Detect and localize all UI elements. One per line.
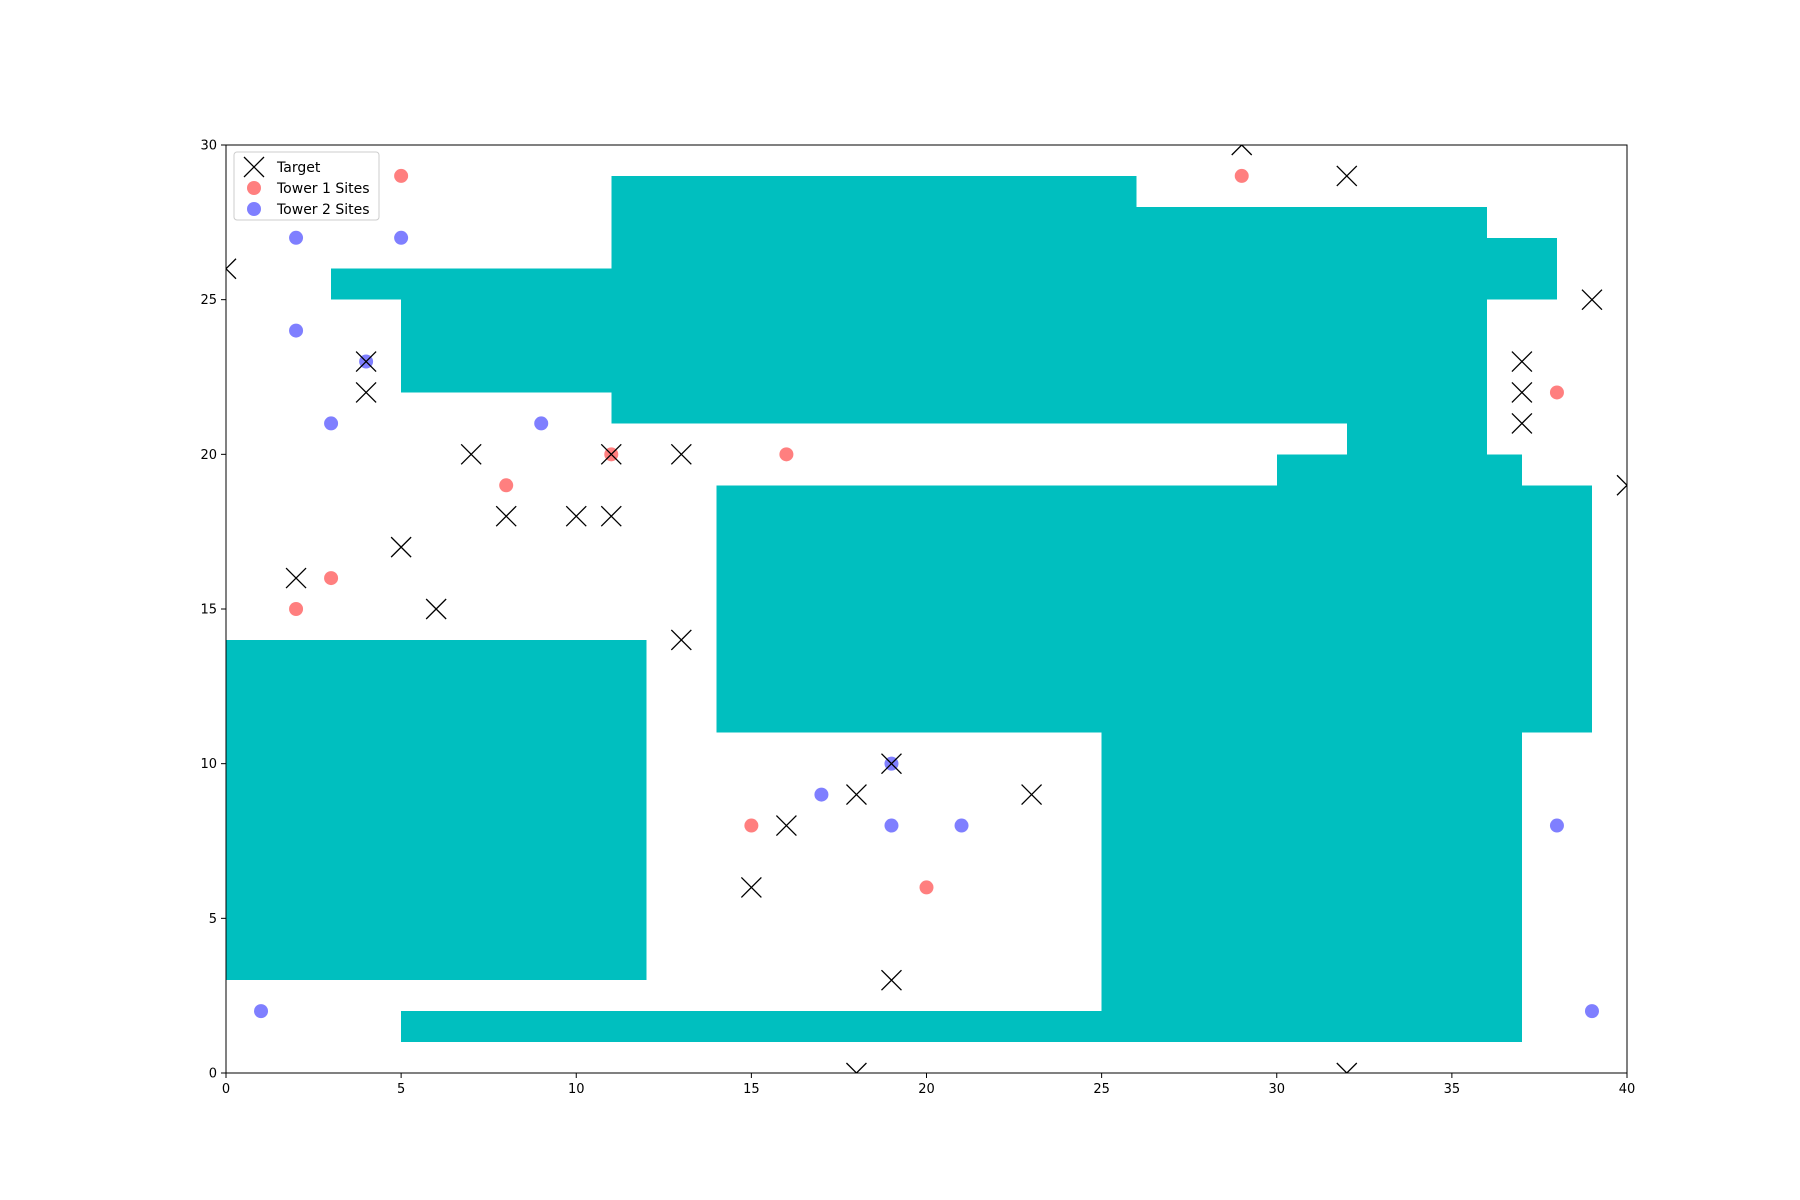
obstacle-block — [401, 1011, 1102, 1043]
target-marker — [600, 443, 622, 465]
obstacle-layer — [226, 175, 1592, 1043]
target-marker — [881, 969, 902, 991]
target-marker — [425, 598, 447, 620]
target-marker — [495, 505, 517, 527]
legend-target-label: Target — [276, 160, 321, 176]
tower-2-sites-marker — [254, 1004, 269, 1019]
tower-1-sites-marker — [289, 602, 304, 616]
y-tick-label: 20 — [200, 448, 217, 463]
target-marker — [740, 876, 762, 898]
target-marker — [775, 815, 797, 836]
legend-tower-1-sites-swatch — [247, 181, 261, 195]
y-tick-label: 30 — [200, 139, 217, 154]
y-tick-label: 0 — [209, 1067, 217, 1082]
x-tick-label: 5 — [397, 1082, 405, 1097]
x-tick-label: 25 — [1093, 1082, 1110, 1097]
tower-2-sites-marker — [1549, 818, 1564, 833]
obstacle-block — [401, 299, 612, 393]
target-marker — [670, 443, 692, 465]
obstacle-block — [1276, 454, 1522, 486]
marker-layer — [226, 145, 1627, 1073]
x-tick-label: 35 — [1444, 1082, 1461, 1097]
x-tick-label: 0 — [222, 1082, 230, 1097]
target-marker — [565, 505, 587, 527]
target-marker — [1581, 289, 1603, 311]
y-axis: 0 5 10 15 20 25 30 — [200, 139, 226, 1082]
tower-1-sites-marker — [1549, 385, 1564, 400]
x-tick-label: 15 — [743, 1082, 760, 1097]
tower-1-sites-marker — [919, 880, 934, 895]
tower-1-sites-marker — [324, 571, 339, 586]
tower-2-sites-marker — [534, 416, 549, 431]
legend-tower-2-sites-label: Tower 2 Sites — [276, 202, 370, 218]
tower-1-sites-marker — [744, 818, 759, 833]
y-tick-label: 10 — [200, 757, 217, 772]
y-tick-label: 25 — [200, 293, 217, 308]
marker-group — [226, 145, 1627, 1073]
target-marker — [881, 753, 902, 775]
x-tick-label: 10 — [568, 1082, 585, 1097]
obstacle-block — [1136, 206, 1487, 424]
tower-2-sites-marker — [954, 818, 969, 833]
y-tick-label: 5 — [209, 912, 217, 927]
target-marker — [1616, 474, 1627, 496]
target-marker — [1231, 145, 1253, 156]
obstacle-block — [1346, 423, 1487, 455]
obstacle-block — [611, 175, 1137, 424]
y-tick-label: 15 — [200, 603, 217, 618]
legend-tower-2-sites-swatch — [247, 202, 261, 216]
target-marker — [600, 505, 622, 527]
target-marker — [845, 1062, 867, 1073]
obstacle-block — [1101, 732, 1522, 1043]
tower-1-sites-marker — [779, 447, 794, 462]
tower-1-sites-marker — [1234, 168, 1249, 183]
tower-2-sites-marker — [324, 416, 339, 431]
target-marker — [670, 629, 692, 651]
target-marker — [1336, 165, 1358, 187]
target-marker — [1511, 382, 1533, 403]
obstacle-block — [1486, 237, 1557, 300]
tower-2-sites-marker — [289, 323, 304, 338]
target-marker — [1021, 784, 1043, 806]
target-marker — [355, 351, 377, 372]
x-tick-label: 40 — [1619, 1082, 1636, 1097]
target-marker — [460, 443, 482, 465]
obstacle-block — [331, 268, 612, 300]
legend: Target Tower 1 Sites Tower 2 Sites — [233, 151, 380, 221]
target-marker — [845, 784, 867, 806]
x-tick-label: 20 — [918, 1082, 935, 1097]
tower-2-sites-marker — [289, 230, 304, 245]
legend-box — [233, 151, 380, 221]
target-marker — [285, 567, 307, 589]
obstacle-block — [226, 639, 647, 981]
x-axis: 0 5 10 15 20 25 30 35 40 — [222, 1073, 1635, 1097]
obstacle-block — [716, 485, 1592, 733]
target-marker — [390, 536, 412, 558]
tower-2-sites-marker — [394, 230, 409, 245]
target-marker — [1511, 412, 1533, 434]
tower-1-sites-marker — [499, 478, 514, 493]
tower-2-sites-marker — [1584, 1004, 1599, 1019]
legend-tower-1-sites-label: Tower 1 Sites — [276, 181, 370, 197]
target-marker — [1336, 1062, 1358, 1073]
tower-2-sites-marker — [814, 787, 829, 802]
x-tick-label: 30 — [1268, 1082, 1285, 1097]
target-marker — [355, 382, 377, 403]
tower-1-sites-marker — [394, 168, 409, 183]
target-marker — [1511, 351, 1533, 372]
tower-2-sites-marker — [884, 818, 899, 833]
legend-target-swatch — [243, 156, 265, 178]
target-marker — [226, 258, 237, 280]
